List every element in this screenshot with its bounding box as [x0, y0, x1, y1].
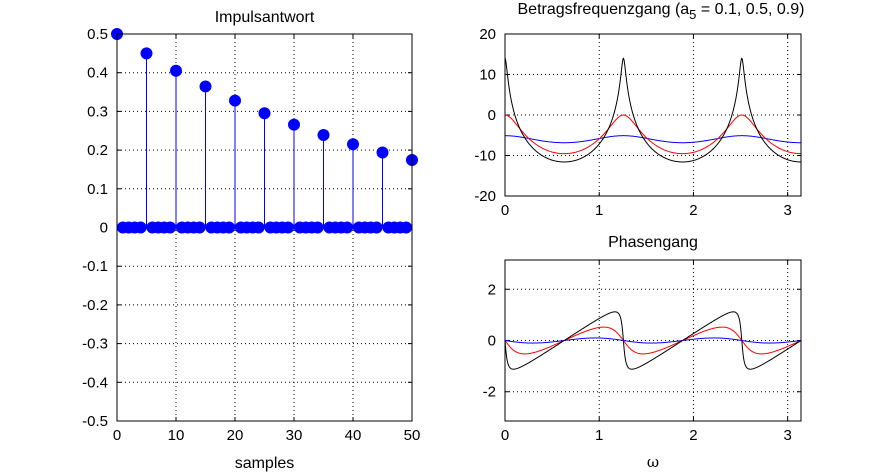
plot-frame — [504, 259, 802, 422]
y-tick-label: 0 — [488, 107, 496, 124]
impulse-response-axes: 0 10 20 30 40 50 -0.5 -0.4 -0.3 -0.2 -0.1 0 0.1 0.2 0.… — [82, 9, 420, 472]
series-line-a-0.1 — [504, 337, 802, 344]
stem-marker — [282, 221, 295, 234]
stem-marker — [193, 221, 206, 234]
stem-marker — [170, 64, 182, 77]
x-tick-label: 20 — [227, 427, 244, 444]
stem-marker — [258, 107, 271, 120]
y-tick-label: 0 — [488, 333, 496, 350]
stem-marker — [288, 118, 300, 131]
x-tick-label: 10 — [168, 427, 185, 444]
chart-title: Betragsfrequenzgang (a5 = 0.1, 0.5, 0.9) — [518, 1, 805, 22]
y-tick-label: -0.1 — [82, 258, 108, 275]
y-tick-label: -0.2 — [82, 297, 108, 314]
stem-marker — [317, 128, 330, 141]
x-tick-label: 1 — [595, 427, 603, 444]
y-tick-label: 0 — [100, 220, 108, 237]
stem-marker — [341, 221, 354, 234]
series-line-a-0.9 — [504, 311, 802, 370]
x-tick-label: 1 — [595, 202, 603, 219]
x-axis-label: samples — [235, 455, 295, 472]
x-tick-label: 50 — [404, 427, 421, 444]
y-tick-label: -2 — [483, 384, 496, 401]
stem-marker — [400, 221, 413, 234]
y-tick-label: -0.3 — [82, 336, 108, 353]
x-tick-label: 2 — [689, 427, 697, 444]
y-tick-label: 0.1 — [87, 181, 108, 198]
y-tick-label: 10 — [479, 67, 496, 84]
series-line-a-0.9 — [504, 57, 801, 163]
stem-marker — [164, 221, 177, 234]
x-tick-label: 0 — [501, 427, 509, 444]
y-tick-label: -0.5 — [82, 413, 108, 430]
stem-marker — [229, 94, 241, 107]
x-axis-label: ω — [647, 453, 659, 471]
chart-title: Phasengang — [608, 234, 698, 251]
stem-marker — [134, 221, 147, 234]
y-tick-label: -10 — [474, 148, 496, 165]
series-line-a-0.1 — [505, 135, 801, 144]
x-tick-label: 30 — [286, 427, 303, 444]
plot-frame — [504, 33, 802, 197]
plot-frame — [116, 33, 413, 422]
stem-marker — [223, 221, 236, 234]
stem-marker — [311, 221, 324, 234]
y-tick-label: 0.4 — [87, 65, 108, 82]
x-tick-label: 3 — [783, 202, 791, 219]
y-tick-label: 0.3 — [87, 103, 108, 120]
x-tick-label: 0 — [113, 427, 121, 444]
stem-marker — [252, 221, 265, 234]
stem-marker — [140, 47, 153, 60]
chart-title: Impulsantwort — [215, 9, 315, 26]
stem-marker — [370, 221, 383, 234]
x-tick-label: 2 — [689, 202, 697, 219]
magnitude-response-axes: 0 1 2 3 -20 -10 0 10 20 Betragsfrequenzgang (a5 =… — [474, 1, 804, 219]
stem-marker — [199, 80, 212, 93]
y-tick-label: 0.2 — [87, 142, 108, 159]
stem-marker — [376, 146, 389, 159]
x-tick-label: 40 — [345, 427, 362, 444]
y-tick-label: 0.5 — [87, 26, 108, 43]
y-tick-label: -0.4 — [82, 374, 108, 391]
y-tick-label: 2 — [488, 281, 496, 298]
series-line-a-0.5 — [504, 326, 802, 355]
phase-response-axes: 0 1 2 3 -2 0 2 Phasengang ω — [483, 234, 802, 471]
y-tick-label: 20 — [479, 26, 496, 43]
x-tick-label: 3 — [783, 427, 791, 444]
series-line-a-0.5 — [504, 114, 801, 155]
x-tick-label: 0 — [501, 202, 509, 219]
y-tick-label: -20 — [474, 188, 496, 205]
stem-marker — [347, 138, 359, 151]
